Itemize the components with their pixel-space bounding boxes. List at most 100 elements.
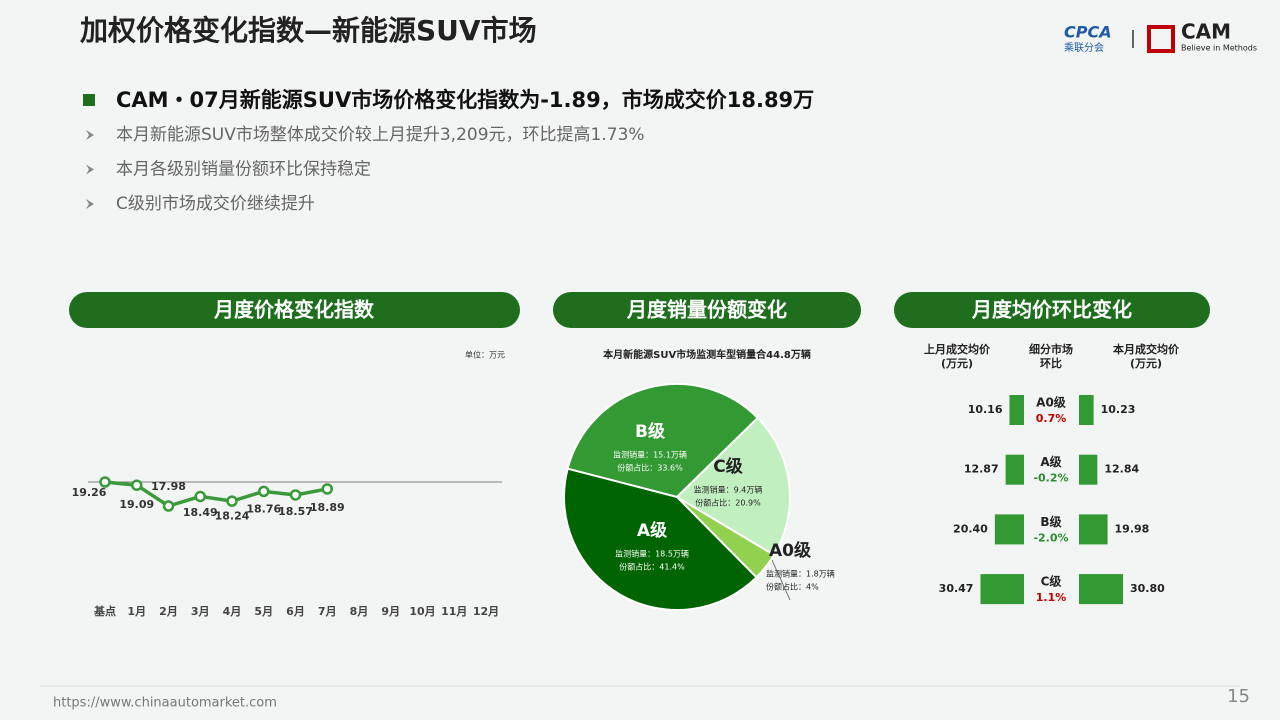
x-tick-label: 2月: [159, 605, 178, 618]
data-label: 18.49: [183, 506, 218, 519]
logo-cpca: CPCA: [1064, 23, 1112, 42]
slice-name: B级: [635, 421, 665, 442]
bar-current: [1079, 454, 1098, 485]
title: 加权价格变化指数—新能源SUV市场: [80, 14, 537, 47]
x-tick-label: 10月: [409, 605, 435, 618]
slice-name: C级: [713, 456, 742, 477]
bullet-arrow: [86, 164, 94, 175]
slice-share: 份额占比：20.9%: [695, 498, 761, 508]
chart-title: 月度均价环比变化: [971, 298, 1132, 322]
data-label: 19.09: [119, 498, 154, 511]
slice-share: 份额占比：41.4%: [619, 562, 685, 572]
unit-note: 单位：万元: [465, 350, 505, 360]
logo-cam-icon: [1147, 25, 1175, 53]
value-label: 10.23: [1101, 403, 1136, 416]
slice-sales: 监测销量：1.8万辆: [766, 569, 835, 579]
point: [321, 483, 333, 495]
value-label: 30.80: [1130, 582, 1165, 595]
bar-previous: [1005, 454, 1024, 485]
logo-cam-sub: Believe in Methods: [1181, 44, 1257, 53]
chart-title: 月度价格变化指数: [213, 298, 375, 322]
point: [99, 476, 111, 488]
point: [258, 485, 270, 498]
data-label: 18.89: [310, 501, 345, 514]
data-label: 18.24: [215, 509, 250, 522]
change-label: 0.7%: [1036, 412, 1067, 425]
slice-share: 份额占比：4%: [766, 582, 819, 592]
value-label: 20.40: [953, 522, 988, 535]
data-label: 18.57: [278, 505, 313, 518]
x-tick-label: 4月: [223, 605, 242, 618]
slice-sales: 监测销量：9.4万辆: [694, 485, 763, 495]
headline: CAM・07月新能源SUV市场价格变化指数为-1.89，市场成交价18.89万: [116, 88, 814, 112]
x-tick-label: 基点: [93, 604, 116, 618]
slice-share: 份额占比：33.6%: [617, 463, 683, 473]
column-header: 环比: [1040, 356, 1062, 370]
category-label: C级: [1041, 574, 1062, 589]
x-tick-label: 6月: [286, 605, 305, 618]
logo-cam: CAM: [1181, 20, 1231, 44]
bar-current: [1079, 574, 1123, 605]
x-tick-label: 1月: [127, 605, 146, 618]
x-tick-label: 8月: [350, 605, 369, 618]
category-label: B级: [1040, 514, 1061, 529]
value-label: 30.47: [939, 582, 974, 595]
pill: [69, 292, 520, 328]
column-header: 上月成交均价: [924, 342, 991, 356]
logo-cpca-sub: 乘联分会: [1064, 41, 1104, 54]
data-label: 18.76: [246, 503, 281, 516]
bar-current: [1079, 395, 1094, 425]
slice-sales: 监测销量：15.1万辆: [613, 450, 687, 460]
x-tick-label: 7月: [318, 605, 337, 618]
chart-subtitle: 本月新能源SUV市场监测车型销量合44.8万辆: [603, 348, 811, 361]
point: [194, 490, 206, 503]
category-label: A0级: [1036, 395, 1066, 410]
x-tick-label: 5月: [254, 605, 273, 618]
pill: [894, 292, 1210, 328]
bullet-arrow: [86, 130, 94, 140]
category-label: A级: [1040, 454, 1061, 469]
bar-previous: [980, 574, 1024, 605]
slice-sales: 监测销量：18.5万辆: [615, 549, 689, 559]
leader-line: [771, 559, 791, 601]
value-label: 12.84: [1104, 463, 1139, 476]
value-label: 19.98: [1115, 522, 1150, 535]
point: [162, 500, 175, 512]
column-header: (万元): [941, 357, 973, 370]
page-number: 15: [1227, 686, 1250, 707]
change-label: 1.1%: [1036, 591, 1067, 604]
x-tick-label: 9月: [381, 605, 400, 618]
pie-slice: [675, 416, 791, 557]
bar-previous: [1009, 395, 1024, 425]
value-label: 12.87: [964, 463, 999, 476]
pill: [553, 292, 861, 328]
column-header: 本月成交均价: [1113, 342, 1180, 356]
slice-name: A0级: [769, 540, 811, 561]
x-tick-label: 12月: [473, 605, 499, 618]
column-header: 细分市场: [1029, 342, 1073, 356]
bullet: 本月新能源SUV市场整体成交价较上月提升3,209元，环比提高1.73%: [116, 125, 645, 145]
headline-marker: [83, 94, 95, 106]
column-header: (万元): [1130, 357, 1162, 370]
footer-url: https://www.chinaautomarket.com: [53, 696, 277, 711]
value-label: 10.16: [968, 403, 1003, 416]
pie-slice: [563, 467, 758, 611]
bullet-arrow: [86, 199, 94, 209]
x-tick-label: 11月: [441, 605, 467, 618]
data-label: 17.98: [151, 480, 186, 493]
bar-previous: [994, 514, 1024, 545]
change-label: -0.2%: [1033, 472, 1068, 485]
point: [226, 495, 238, 507]
point: [289, 489, 302, 501]
pie-slice: [566, 383, 760, 499]
change-label: -2.0%: [1033, 531, 1068, 544]
slice-name: A级: [637, 520, 667, 541]
data-label: 19.26: [72, 486, 107, 499]
point: [131, 479, 143, 491]
chart-title: 月度销量份额变化: [626, 298, 787, 322]
bullet: 本月各级别销量份额环比保持稳定: [116, 160, 371, 180]
x-tick-label: 3月: [191, 605, 210, 618]
bullet: C级别市场成交价继续提升: [116, 194, 315, 214]
